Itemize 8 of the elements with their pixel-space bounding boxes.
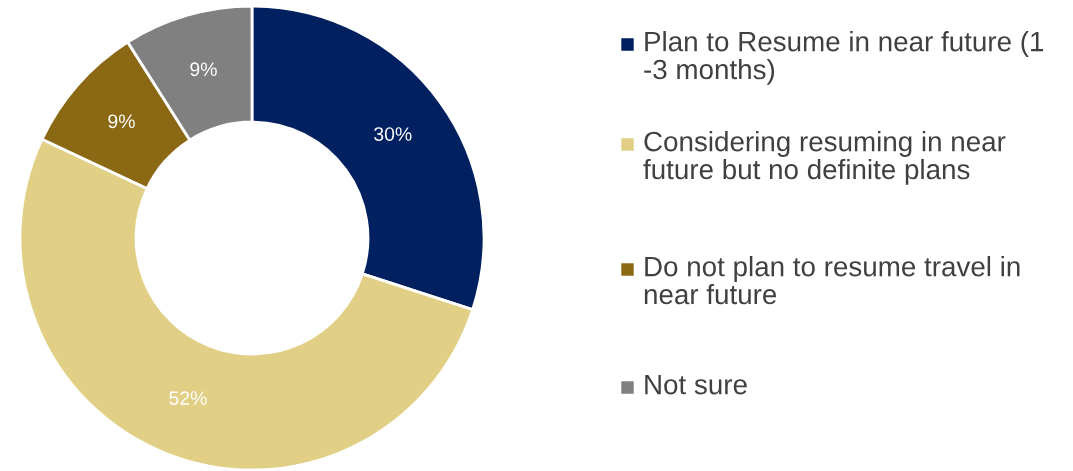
legend-label: Considering resuming in near future but no definite plans	[643, 131, 1006, 185]
data-label: 30%	[374, 127, 412, 141]
data-label: 52%	[169, 391, 207, 405]
data-label: 9%	[108, 114, 135, 129]
legend-label: Plan to Resume in near future (1 -3 months)	[644, 31, 1044, 85]
legend-label: Not sure	[645, 375, 747, 395]
data-label: 9%	[190, 62, 217, 77]
legend-label: Do not plan to resume travel in near future	[644, 256, 1020, 305]
